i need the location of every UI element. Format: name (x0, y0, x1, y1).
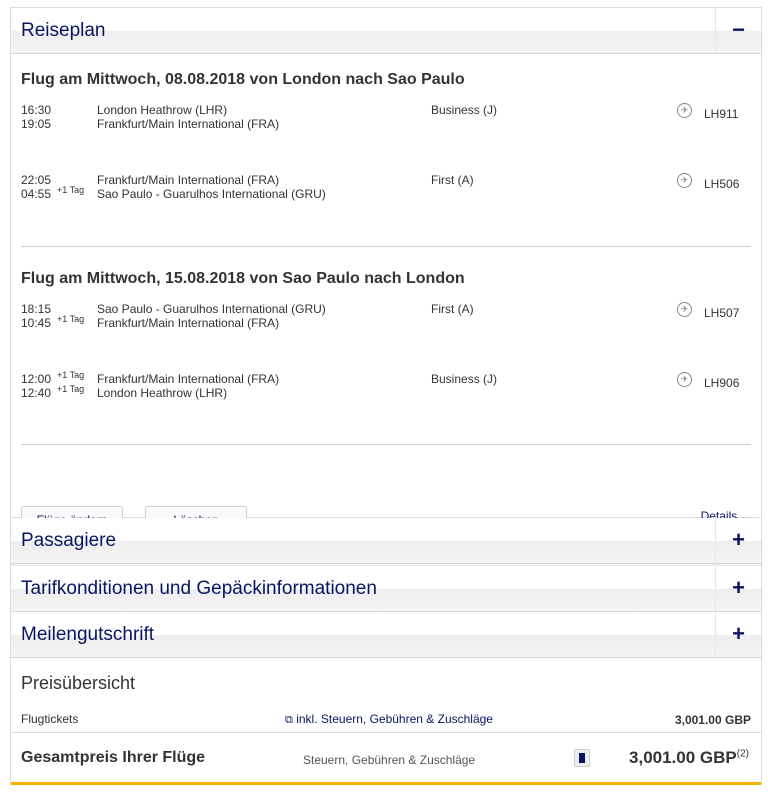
itinerary-header[interactable]: Reiseplan − (11, 8, 761, 54)
flight-number: LH507 (704, 306, 740, 320)
flight-number: LH506 (704, 177, 740, 191)
origin-airport: Frankfurt/Main International (FRA) (97, 372, 280, 386)
popup-icon: ⧉ (285, 714, 293, 726)
departure-time: 16:30 (21, 103, 52, 117)
divider (21, 246, 751, 247)
departure-time: 12:00 (21, 372, 52, 386)
destination-airport: Frankfurt/Main International (FRA) (97, 316, 280, 330)
calculator-icon[interactable] (574, 749, 590, 767)
flight-segment: 22:05 04:55 +1 Tag Frankfurt/Main Intern… (21, 173, 751, 203)
day-offset: +1 Tag (57, 384, 85, 394)
tickets-amount: 3,001.00 GBP (674, 713, 751, 727)
origin-airport: London Heathrow (LHR) (97, 103, 228, 117)
arrival-time: 19:05 (21, 117, 52, 131)
airline-logo-icon: ✈ (677, 302, 692, 317)
arrival-time: 04:55 (21, 187, 52, 201)
price-overview: Preisübersicht Flugtickets ⧉ inkl. Steue… (11, 658, 761, 733)
section-title: Tarifkonditionen und Gepäckinformationen (21, 578, 377, 599)
expand-icon[interactable]: + (715, 612, 761, 658)
section-miles[interactable]: Meilengutschrift + (11, 612, 761, 658)
section-passengers[interactable]: Passagiere + (11, 518, 761, 564)
collapse-icon[interactable]: − (715, 8, 761, 54)
flight-title: Flug am Mittwoch, 15.08.2018 von Sao Pau… (21, 270, 465, 287)
destination-airport: London Heathrow (LHR) (97, 386, 228, 400)
tickets-label: Flugtickets (21, 712, 79, 726)
flight-number: LH911 (704, 107, 739, 121)
arrival-time: 12:40 (21, 386, 52, 400)
section-title: Meilengutschrift (21, 624, 155, 645)
origin-airport: Sao Paulo - Guarulhos International (GRU… (97, 302, 326, 316)
section-title: Passagiere (21, 530, 117, 551)
chevron-down-icon: ⌄ (741, 512, 749, 523)
total-amount: 3,001.00 GBP (629, 748, 737, 767)
cabin-class: Business (J) (431, 372, 498, 386)
total-info: Steuern, Gebühren & Zuschläge (303, 753, 476, 767)
origin-airport: Frankfurt/Main International (FRA) (97, 173, 280, 187)
destination-airport: Sao Paulo - Guarulhos International (GRU… (97, 187, 326, 201)
day-offset: +1 Tag (57, 314, 85, 324)
destination-airport: Frankfurt/Main International (FRA) (97, 117, 280, 131)
day-offset: +1 Tag (57, 185, 85, 195)
airline-logo-icon: ✈ (677, 372, 692, 387)
total-label: Gesamtpreis Ihrer Flüge (21, 749, 206, 766)
cabin-class: Business (J) (431, 103, 498, 117)
flight-segment: 18:15 10:45 +1 Tag Sao Paulo - Guarulhos… (21, 302, 751, 332)
airline-logo-icon: ✈ (677, 173, 692, 188)
departure-time: 18:15 (21, 302, 52, 316)
total-price-row: Gesamtpreis Ihrer Flüge Steuern, Gebühre… (11, 733, 761, 785)
itinerary-body: Flug am Mittwoch, 08.08.2018 von London … (11, 54, 761, 534)
divider (21, 444, 751, 445)
itinerary-title: Reiseplan (21, 20, 106, 41)
flight-segment: 12:00 +1 Tag 12:40 +1 Tag Frankfurt/Main… (21, 370, 751, 402)
cabin-class: First (A) (431, 173, 474, 187)
day-offset: +1 Tag (57, 370, 85, 380)
booking-panel: Reiseplan − Flug am Mittwoch, 08.08.2018… (10, 7, 762, 785)
flight-number: LH906 (704, 376, 740, 390)
expand-icon[interactable]: + (715, 518, 761, 564)
airline-logo-icon: ✈ (677, 103, 692, 118)
expand-icon[interactable]: + (715, 566, 761, 612)
flight-segment: 16:30 19:05 London Heathrow (LHR) Frankf… (21, 103, 751, 133)
section-fare-conditions[interactable]: Tarifkonditionen und Gepäckinformationen… (11, 566, 761, 612)
tickets-info: inkl. Steuern, Gebühren & Zuschläge (296, 712, 493, 726)
cabin-class: First (A) (431, 302, 474, 316)
flight-title: Flug am Mittwoch, 08.08.2018 von London … (21, 71, 465, 88)
price-title: Preisübersicht (21, 673, 136, 693)
arrival-time: 10:45 (21, 316, 52, 330)
tickets-info-link[interactable]: ⧉ inkl. Steuern, Gebühren & Zuschläge (285, 712, 493, 727)
footnote-ref[interactable]: (2) (736, 748, 749, 760)
departure-time: 22:05 (21, 173, 52, 187)
